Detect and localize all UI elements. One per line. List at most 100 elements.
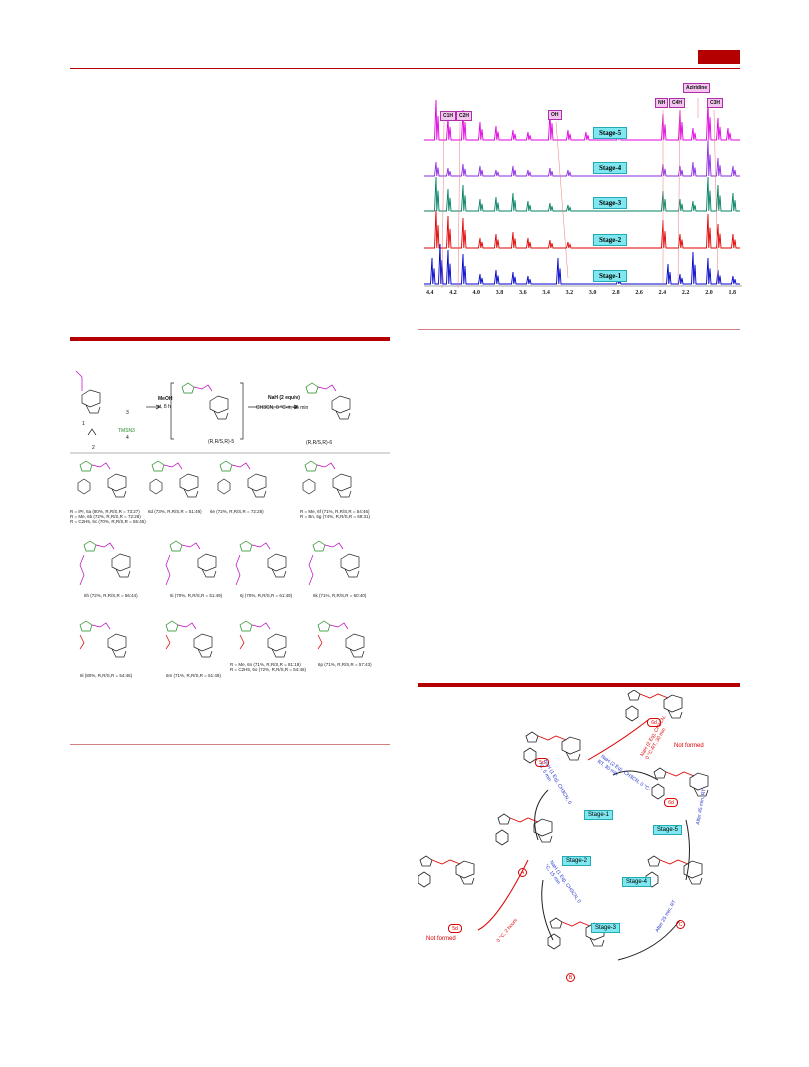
peak-guide-line	[457, 121, 461, 289]
intermediate-c-label: C	[676, 920, 685, 929]
row2-sugar-3	[340, 553, 360, 578]
caption-6j: 6j (70%, R,R/S,R = 61:49)	[240, 593, 293, 598]
caption-6m: 6m (71%, R,R/S,R = 51:49)	[166, 673, 221, 678]
row3-azide-2-chain	[251, 622, 271, 630]
intermediate-azide	[181, 382, 195, 394]
row2-chain-1	[165, 554, 171, 586]
spectrum-trace-stage-2	[424, 209, 740, 249]
tick-label: 2.4	[658, 290, 667, 296]
cycle-arrow-1	[534, 789, 549, 841]
product-6d-top: 6d	[647, 718, 661, 727]
row1-azide-1	[151, 460, 165, 472]
mol-5d-left-chain	[431, 859, 461, 865]
row1-azide-2	[219, 460, 233, 472]
row3-azide-3	[317, 620, 331, 632]
row1-ring-1	[149, 478, 163, 495]
mol-A-sugar	[533, 818, 553, 843]
caption-6l: 6l (80%, R,R/S,R = 54:46)	[80, 673, 133, 678]
row2-azide-2	[239, 540, 253, 552]
tick-label: 3.4	[542, 290, 550, 296]
stage-label-2: Stage-2	[593, 234, 628, 246]
row3-sugar-0	[107, 633, 127, 658]
intermediate-sugar	[209, 395, 229, 420]
cycle-arrow-2	[541, 879, 554, 941]
mol-6d-top-chain	[639, 693, 669, 699]
mol-A-tetrazole	[497, 813, 511, 825]
row3-azide-0-chain	[91, 622, 111, 630]
product-5d-top: 5d	[535, 758, 549, 767]
cycle-stage-2: Stage-2	[562, 856, 592, 866]
row2-azide-0-chain	[95, 542, 115, 550]
tick-label: 3.0	[588, 290, 597, 296]
arrow-head-1	[155, 404, 161, 410]
row1-ring-3	[302, 478, 316, 495]
peak-guide-line	[555, 121, 569, 279]
caption-6n-6o: R = Me, 6n (71%, R,R/S,R = 81:19) R = C2…	[230, 662, 307, 672]
row3-group-2	[239, 634, 245, 650]
header-rule	[70, 68, 740, 69]
compound-2-number: 2	[92, 445, 95, 451]
row2-azide-1	[169, 540, 183, 552]
tag-c3h: C3H	[707, 98, 724, 108]
row3-azide-3-chain	[329, 622, 349, 630]
caption-6f-6g: R = Me, 6f (71%, R,R/S,R = 54:46) R = Bn…	[300, 509, 371, 519]
mechanism-cycle-figure: Stage-1 Stage-2 Stage-3 Stage-4 Stage-5 …	[417, 689, 740, 990]
tick-label: 2.0	[705, 290, 713, 296]
not-formed-left: Not formed	[426, 936, 456, 942]
stage-label-4: Stage-4	[593, 162, 628, 174]
tick-label: 3.8	[495, 290, 504, 296]
row2-azide-3	[312, 540, 326, 552]
tag-nh: NH	[655, 98, 669, 108]
row1-azide-0	[79, 460, 93, 472]
mol-B-chain	[561, 921, 591, 927]
mol-5d-left-tetrazole	[419, 855, 433, 867]
reagent-nah: NaH (2 equiv)	[268, 395, 300, 401]
tick-label: 1.8	[728, 290, 736, 296]
tick-label: 4.0	[472, 290, 481, 296]
mol-5d-top-tetrazole	[525, 731, 539, 743]
row3-azide-1	[165, 620, 179, 632]
bracket-left	[170, 382, 174, 440]
mol-6d-right-cyclohexyl	[651, 783, 665, 800]
row1-azide-2-chain	[231, 462, 251, 470]
row3-sugar-3	[345, 633, 365, 658]
reagent-nah-conditions: CH3CN, 0 °C-rt, 45 min	[256, 405, 309, 411]
tag-c4h: C4H	[669, 98, 686, 108]
section-bar-left	[70, 337, 390, 341]
row1-sugar-1	[179, 473, 199, 498]
peak-guide-line	[441, 121, 445, 289]
product-5d-left: 5d	[448, 924, 462, 933]
caption-6i: 6i (70%, R,R/S,R = 51:49)	[170, 593, 223, 598]
cycle-arrow-4	[685, 819, 690, 881]
row3-sugar-2	[267, 633, 287, 658]
ppm-axis-ticks: 4.4 4.2 4.0 3.8 3.6 3.4 3.2 3.0 2.8 2.6 …	[426, 290, 736, 296]
nmr-spectrum-figure: C1H C2H OH NH C4H Aziridine C3H Stage-5 …	[418, 78, 742, 300]
figure-divider	[418, 329, 740, 330]
mol-B-tetrazole	[549, 917, 563, 929]
caption-6h: 6h (72%, R,R/S,R = 56:44)	[84, 593, 138, 598]
row2-chain-2	[235, 554, 241, 586]
stage-label-1: Stage-1	[593, 270, 628, 282]
row1-azide-3	[304, 460, 318, 472]
stage-label-5: Stage-5	[593, 127, 628, 139]
stage-label-3: Stage-3	[593, 197, 628, 209]
row3-group-3	[317, 634, 323, 650]
spectrum-trace-stage-1	[424, 243, 740, 285]
tick-label: 4.4	[426, 290, 434, 296]
row1-azide-0-chain	[91, 462, 111, 470]
reactant-1-chain	[75, 370, 83, 391]
row2-azide-1-chain	[181, 542, 201, 550]
spectrum-trace-stage-3	[424, 176, 740, 212]
row2-sugar-2	[267, 553, 287, 578]
mol-5d-top-sugar	[561, 736, 581, 761]
row2-chain-3	[308, 554, 314, 586]
tick-label: 2.8	[612, 290, 620, 296]
reagent-methanol: MeOH	[158, 396, 173, 402]
mol-C-chain	[659, 859, 689, 865]
mol-6d-top-sugar	[663, 694, 683, 719]
reagent-methanol-conditions: rt, 8 h	[158, 404, 171, 410]
mol-5d-left-cyclohexyl	[417, 871, 431, 888]
product-azide-chain	[317, 384, 337, 392]
peak-guide-line	[677, 109, 681, 285]
row3-sugar-1	[193, 633, 213, 658]
